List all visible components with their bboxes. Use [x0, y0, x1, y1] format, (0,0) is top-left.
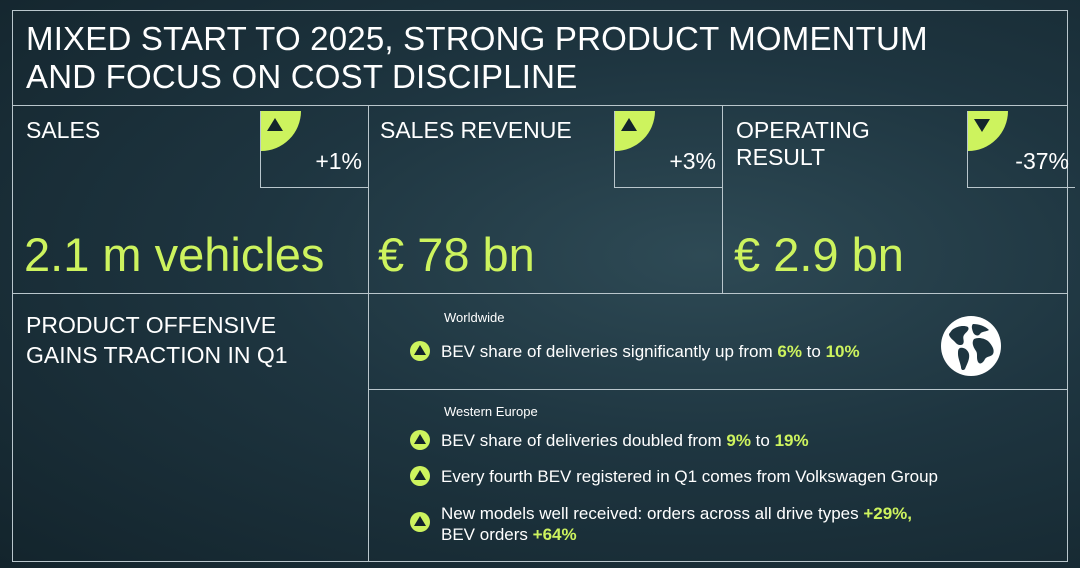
title-divider — [12, 105, 1068, 106]
kpi-label: SALES — [26, 117, 101, 143]
bullet-up-icon — [410, 466, 430, 486]
kpi-value: € 78 bn — [378, 228, 535, 281]
arrow-up-icon — [261, 111, 301, 151]
bullet-text: Every fourth BEV registered in Q1 comes … — [441, 467, 939, 486]
kpi-change-box: -37% — [967, 111, 1075, 188]
kpi-change: +1% — [315, 148, 362, 174]
region-divider — [368, 389, 1068, 390]
kpi-label: OPERATING RESULT — [736, 117, 870, 170]
arrow-up-icon — [615, 111, 655, 151]
kpi-divider — [12, 293, 1068, 294]
bullet-we-new-models: New models well received: orders across … — [410, 503, 912, 545]
bullet-text: New models well received: orders across … — [441, 504, 913, 544]
kpi-label: SALES REVENUE — [380, 117, 572, 143]
bullet-up-icon — [410, 341, 430, 361]
bullet-we-bev-share: BEV share of deliveries doubled from 9% … — [410, 430, 809, 451]
bullet-text: BEV share of deliveries significantly up… — [441, 342, 860, 361]
slide-frame — [12, 10, 1068, 562]
kpi-change-box: +1% — [260, 111, 368, 188]
globe-icon — [941, 316, 1001, 376]
section-title: PRODUCT OFFENSIVE GAINS TRACTION IN Q1 — [26, 312, 288, 368]
bullet-up-icon — [410, 430, 430, 450]
region-label-western-europe: Western Europe — [444, 404, 538, 419]
kpi-col-divider-1 — [368, 105, 369, 562]
kpi-value: € 2.9 bn — [734, 228, 904, 281]
bullet-we-bev-registered: Every fourth BEV registered in Q1 comes … — [410, 466, 938, 487]
kpi-col-divider-2 — [722, 105, 723, 293]
page-title: MIXED START TO 2025, STRONG PRODUCT MOME… — [26, 20, 928, 95]
bullet-worldwide-bev-share: BEV share of deliveries significantly up… — [410, 341, 860, 362]
region-label-worldwide: Worldwide — [444, 310, 505, 325]
kpi-change: +3% — [669, 148, 716, 174]
bullet-text: BEV share of deliveries doubled from 9% … — [441, 431, 809, 450]
bullet-up-icon — [410, 512, 430, 532]
kpi-change-box: +3% — [614, 111, 722, 188]
kpi-value: 2.1 m vehicles — [24, 228, 325, 281]
arrow-down-icon — [968, 111, 1008, 151]
kpi-change: -37% — [1015, 148, 1069, 174]
